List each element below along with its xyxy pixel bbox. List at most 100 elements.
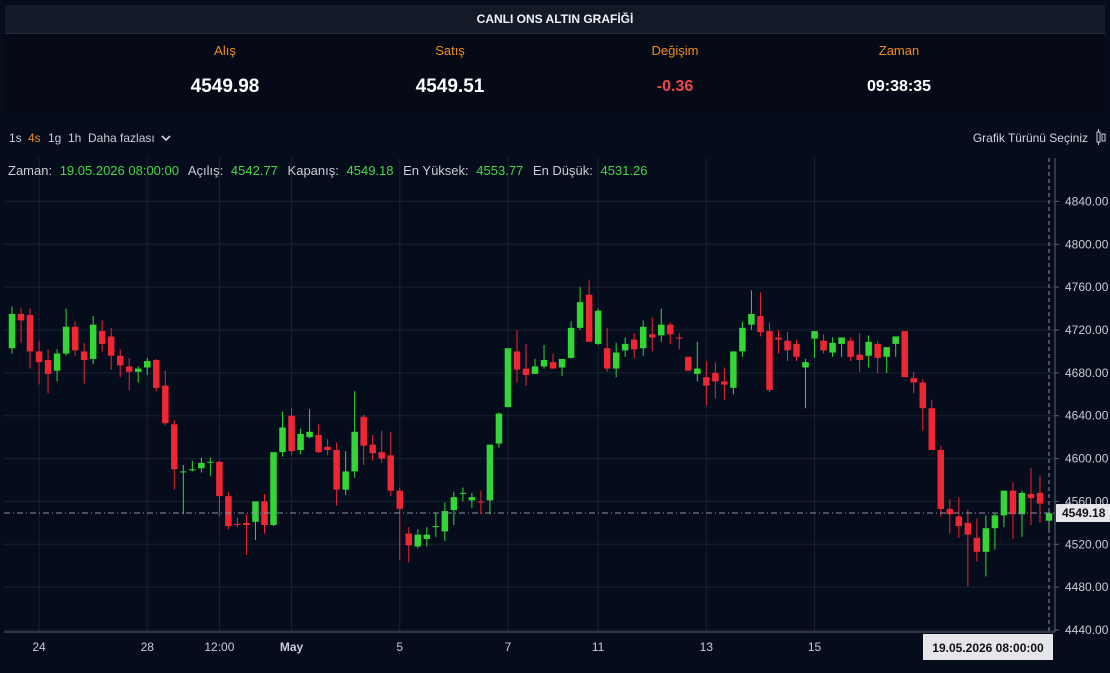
- candle-body: [865, 341, 872, 356]
- candle-body: [1009, 490, 1017, 515]
- candle-body: [531, 366, 539, 374]
- candle-body: [594, 310, 602, 344]
- candle-body: [612, 352, 620, 369]
- candle-body: [603, 348, 611, 369]
- candlestick-icon[interactable]: [1096, 129, 1106, 145]
- legend-close-value: 4549.18: [347, 163, 394, 178]
- candlestick-chart[interactable]: 4440.004480.004520.004560.004600.004640.…: [0, 158, 1110, 668]
- plot-background: [4, 158, 1055, 632]
- price-tick-label: 4720.00: [1065, 323, 1109, 337]
- candle-body: [874, 343, 881, 358]
- candle-body: [486, 444, 494, 501]
- time-axis: 24 28 12:00 May 5 7 11 13 15 19.05.2026 08:00:00: [4, 631, 1055, 660]
- candle-body: [288, 415, 295, 452]
- candle-body: [883, 347, 890, 357]
- candle-body: [685, 356, 692, 371]
- candle-body: [901, 331, 908, 378]
- candle-body: [937, 450, 945, 509]
- price-tick-label: 4520.00: [1065, 537, 1109, 551]
- candle-body: [414, 534, 422, 547]
- svg-text:Zaman: 19.05.2026 08:0: Zaman: 19.05.2026 08:00:00 Açılış: 4542.…: [8, 163, 648, 178]
- candle-body: [757, 316, 764, 333]
- candle-body: [360, 416, 367, 446]
- page-title: CANLI ONS ALTIN GRAFİĞİ: [476, 12, 634, 26]
- candle-body: [630, 339, 638, 350]
- time-tick-label: 7: [505, 640, 512, 654]
- price-tick-label: 4680.00: [1065, 366, 1109, 380]
- candle-body: [892, 336, 899, 344]
- candle-body: [567, 327, 575, 358]
- candle-body: [44, 360, 52, 374]
- chart-toolbar: 1s 4s 1g 1h Daha fazlası Grafik Türünü S…: [0, 124, 1110, 152]
- candle-body: [495, 413, 503, 444]
- price-tick-label: 4800.00: [1065, 237, 1109, 251]
- candle-body: [928, 408, 936, 450]
- timeframe-4s[interactable]: 4s: [28, 131, 41, 145]
- candle-body: [378, 452, 385, 459]
- bid-label: Alış: [214, 43, 236, 58]
- chart-type-selector[interactable]: Grafik Türünü Seçiniz: [972, 131, 1088, 145]
- candle-body: [468, 497, 476, 501]
- price-chart[interactable]: 4440.00 4480.00 4520.00 4560.00 4600.00 4640.…: [0, 158, 1110, 668]
- candle-body: [234, 523, 241, 525]
- candle-body: [576, 302, 584, 328]
- candle-body: [540, 360, 548, 367]
- candle-body: [351, 431, 358, 472]
- legend-high-value: 4553.77: [476, 163, 523, 178]
- candle-body: [189, 469, 196, 471]
- candle-body: [441, 511, 449, 532]
- candle-body: [35, 351, 43, 363]
- candle-body: [621, 343, 629, 351]
- candle-body: [62, 326, 70, 354]
- change-label: Değişim: [651, 43, 699, 58]
- price-tick-label: 4760.00: [1065, 280, 1109, 294]
- candle-body: [721, 381, 728, 385]
- candle-body: [134, 368, 142, 372]
- chart-grid: [4, 158, 1055, 632]
- candle-body: [116, 355, 124, 366]
- candle-body: [252, 501, 259, 522]
- candle-body: [667, 324, 674, 335]
- chart-header: CANLI ONS ALTIN GRAFİĞİ: [5, 5, 1105, 34]
- chevron-down-icon: [161, 135, 171, 142]
- more-timeframes-label: Daha fazlası: [88, 131, 155, 145]
- candle-body: [477, 501, 485, 503]
- timeframe-1g[interactable]: 1g: [48, 131, 62, 145]
- candle-body: [423, 534, 431, 539]
- candle-body: [973, 537, 981, 552]
- time-tick-label: 5: [396, 640, 403, 654]
- candle-body: [89, 324, 97, 359]
- price-tick-label: 4640.00: [1065, 409, 1109, 423]
- candle-body: [315, 435, 322, 453]
- candle-body: [811, 331, 818, 339]
- timeframe-1s[interactable]: 1s: [9, 131, 22, 145]
- candle-body: [639, 326, 647, 349]
- more-timeframes-dropdown[interactable]: Daha fazlası: [88, 131, 171, 145]
- time-tick-label: 12:00: [204, 640, 234, 654]
- candle-body: [333, 450, 340, 490]
- candle-body: [766, 331, 773, 390]
- candle-body: [829, 342, 836, 353]
- candle-body: [856, 354, 863, 360]
- candle-body: [53, 353, 61, 371]
- candle-body: [703, 377, 710, 386]
- candle-body: [784, 340, 791, 351]
- candle-body: [225, 496, 232, 527]
- legend-high-label: En Yüksek:: [403, 163, 469, 178]
- candle-body: [676, 337, 683, 339]
- legend-open-label: Açılış:: [188, 163, 223, 178]
- candle-body: [504, 348, 512, 408]
- timeframe-1h[interactable]: 1h: [68, 131, 82, 145]
- candle-body: [1018, 492, 1026, 515]
- chart-overlay: [4, 158, 1055, 632]
- candle-body: [171, 424, 178, 470]
- candle-body: [549, 362, 557, 369]
- candle-body: [820, 340, 827, 351]
- candle-body: [279, 427, 286, 453]
- candle-body: [748, 313, 755, 325]
- candle-body: [802, 362, 809, 368]
- legend-close-label: Kapanış:: [288, 163, 339, 178]
- ask-label: Satış: [435, 43, 465, 58]
- candle-body: [144, 361, 151, 368]
- candle-body: [658, 324, 665, 336]
